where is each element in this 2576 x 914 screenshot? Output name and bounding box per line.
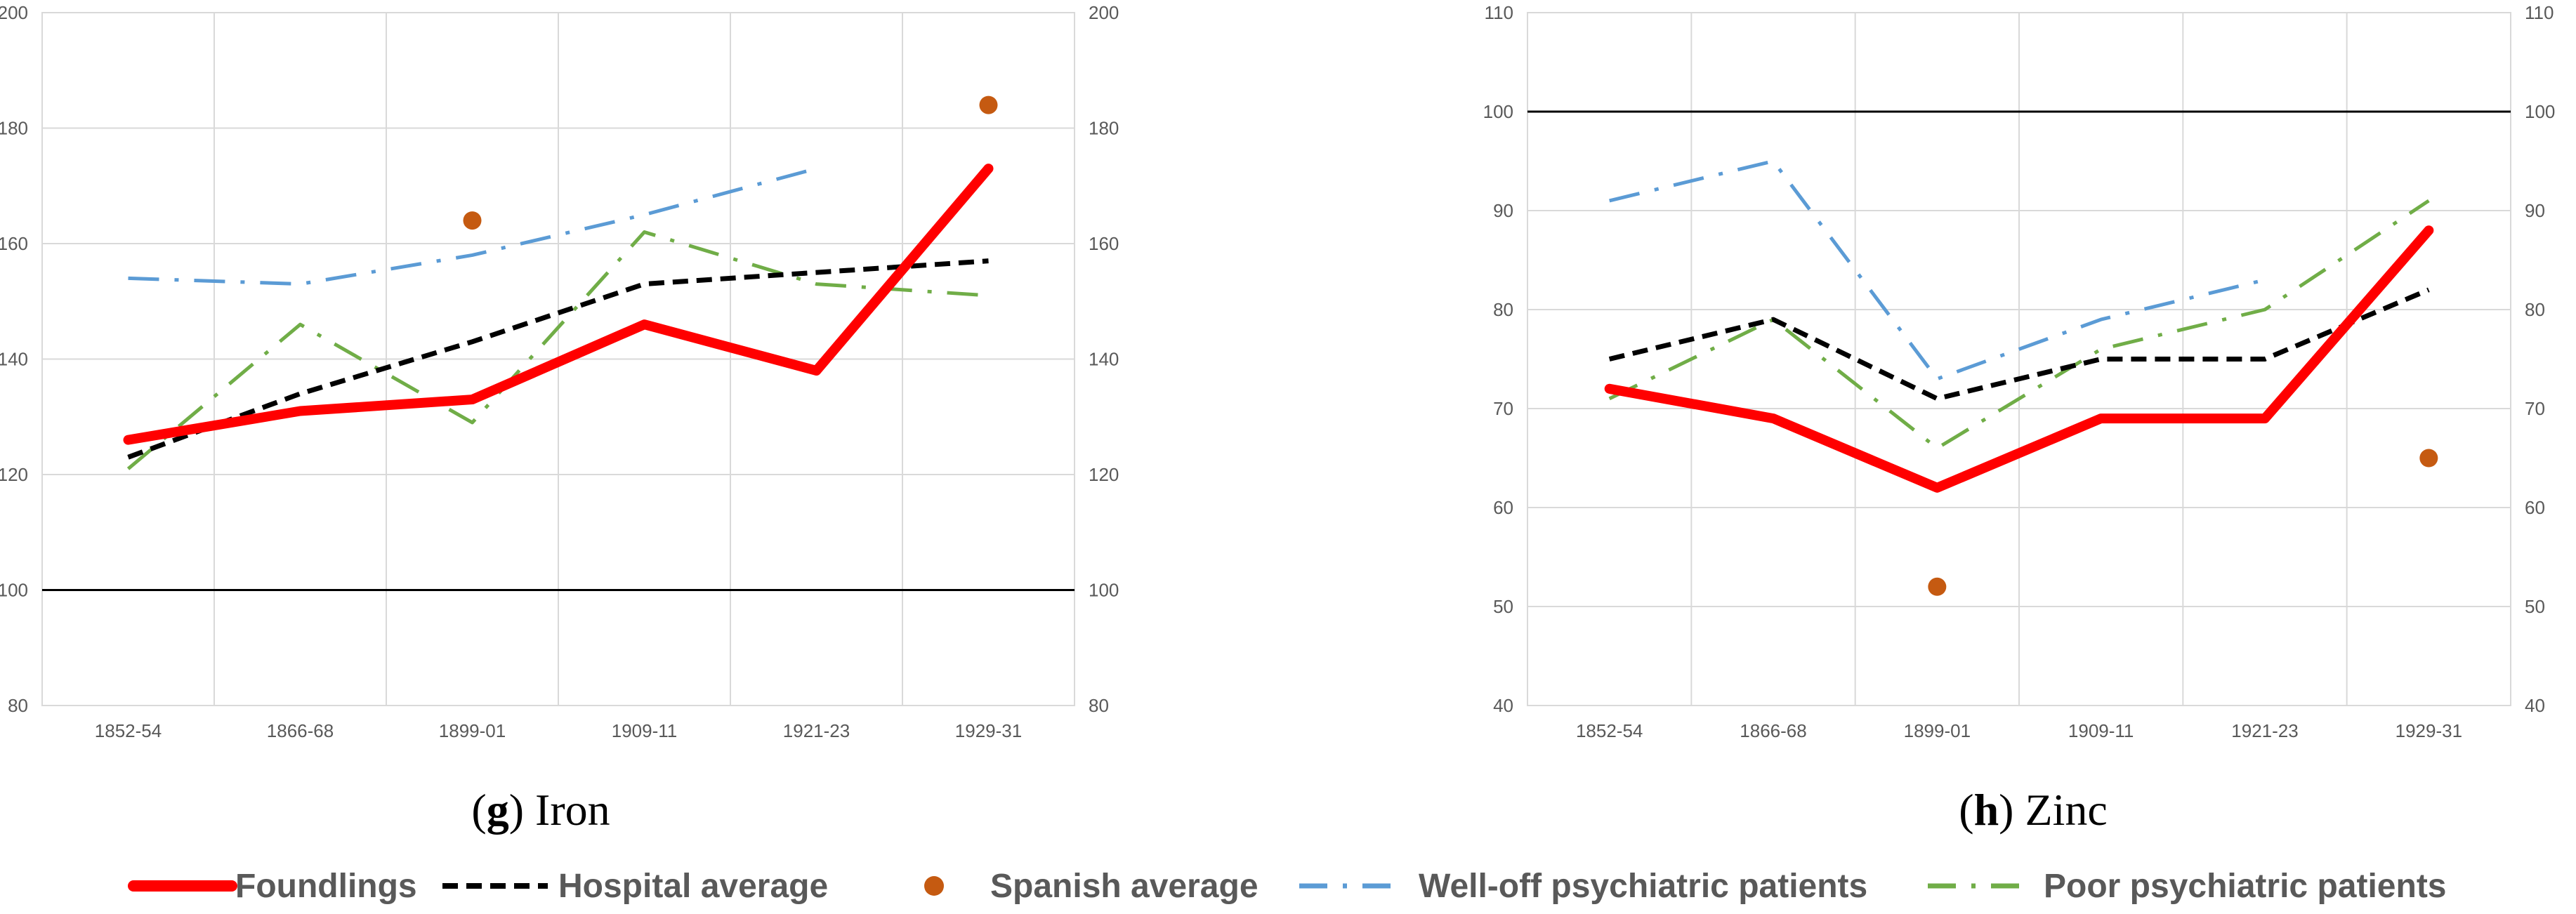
iron-x-tick: 1921-23 (783, 720, 850, 741)
iron-caption: (g) Iron (471, 785, 610, 835)
zinc-foundlings-line (1604, 225, 2434, 493)
legend-label-foundlings: Foundlings (235, 868, 417, 905)
zinc-x-tick: 1909-11 (2068, 720, 2134, 741)
zinc-caption: (h) Zinc (1959, 785, 2108, 835)
zinc-welloff-line (1609, 159, 2266, 381)
zinc-y-tick-right: 70 (2525, 398, 2545, 419)
iron-y-tick-left: 200 (0, 2, 28, 23)
zinc-y-tick-right: 110 (2525, 2, 2554, 23)
zinc-y-tick-right: 60 (2525, 497, 2545, 518)
zinc-y-tick-left: 50 (1493, 596, 1513, 617)
zinc-x-tick: 1866-68 (1740, 720, 1806, 741)
iron-y-tick-right: 120 (1089, 464, 1119, 485)
legend-item-hospital: Hospital average (442, 868, 828, 905)
iron-x-tick: 1929-31 (955, 720, 1022, 741)
iron-y-tick-right: 200 (1089, 2, 1119, 23)
zinc-y-tick-left: 110 (1485, 2, 1513, 23)
iron-x-tick: 1866-68 (267, 720, 334, 741)
legend-item-foundlings: Foundlings (128, 868, 417, 905)
iron-y-tick-right: 100 (1089, 580, 1119, 601)
zinc-x-tick: 1921-23 (2231, 720, 2298, 741)
legend-item-poor: Poor psychiatric patients (1928, 868, 2447, 905)
iron-x-tick: 1909-11 (612, 720, 678, 741)
legend-label-spanish: Spanish average (990, 868, 1259, 905)
zinc-spanish-point (1928, 577, 1947, 596)
iron-y-tick-left: 100 (0, 580, 28, 601)
iron-y-tick-right: 180 (1089, 118, 1119, 139)
iron-y-tick-right: 160 (1089, 233, 1119, 254)
iron-y-tick-left: 120 (0, 464, 28, 485)
zinc-poor-line (1608, 199, 2430, 450)
zinc-y-tick-left: 70 (1493, 398, 1513, 419)
zinc-x-tick: 1929-31 (2396, 720, 2462, 741)
legend: Foundlings Hospital average Spanish aver… (128, 868, 2447, 905)
legend-swatch-spanish (924, 876, 944, 896)
zinc-y-tick-left: 40 (1493, 695, 1513, 716)
iron-y-tick-left: 180 (0, 118, 28, 139)
iron-x-tick: 1899-01 (439, 720, 506, 741)
zinc-chart: 40 40 50 50 60 60 70 70 80 80 90 90 100 100 110 110 1852… (1483, 2, 2556, 741)
iron-hospital-line (127, 258, 989, 460)
iron-y-tick-left: 80 (8, 695, 28, 716)
zinc-hospital-line (1608, 287, 2430, 402)
iron-welloff-line (128, 166, 817, 286)
iron-x-tick: 1852-54 (95, 720, 162, 741)
iron-poor-line (126, 230, 989, 470)
zinc-y-tick-right: 90 (2525, 200, 2545, 221)
iron-spanish-point (463, 211, 482, 230)
legend-item-welloff: Well-off psychiatric patients (1299, 868, 1867, 905)
zinc-y-tick-left: 80 (1493, 299, 1513, 320)
zinc-y-tick-right: 100 (2525, 101, 2555, 122)
iron-y-tick-left: 140 (0, 349, 28, 370)
zinc-y-tick-right: 50 (2525, 596, 2545, 617)
zinc-y-tick-right: 40 (2525, 695, 2545, 716)
zinc-x-tick: 1852-54 (1576, 720, 1643, 741)
iron-y-tick-right: 80 (1089, 695, 1109, 716)
legend-label-hospital: Hospital average (558, 868, 828, 905)
zinc-spanish-point (2419, 449, 2438, 468)
zinc-y-tick-left: 100 (1483, 101, 1513, 122)
iron-chart: 80 80 100 100 120 120 140 140 160 160 180 180 200 200… (0, 2, 1119, 741)
iron-y-tick-left: 160 (0, 233, 28, 254)
zinc-y-tick-right: 80 (2525, 299, 2545, 320)
iron-spanish-point (979, 95, 998, 114)
iron-foundlings-line (123, 164, 994, 445)
zinc-x-tick: 1899-01 (1904, 720, 1971, 741)
legend-item-spanish: Spanish average (924, 868, 1259, 905)
zinc-y-tick-left: 90 (1493, 200, 1513, 221)
zinc-y-tick-left: 60 (1493, 497, 1513, 518)
iron-y-tick-right: 140 (1089, 349, 1119, 370)
legend-label-poor: Poor psychiatric patients (2044, 868, 2447, 905)
legend-label-welloff: Well-off psychiatric patients (1419, 868, 1867, 905)
